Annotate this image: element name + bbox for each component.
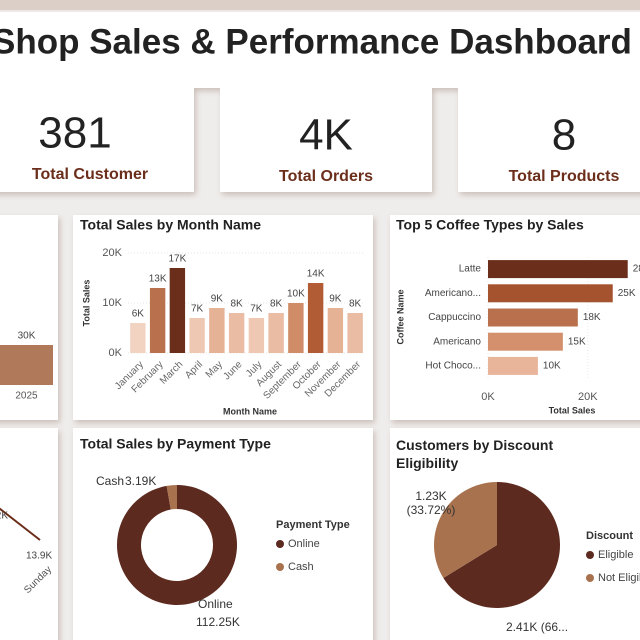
- kpi-card: [0, 88, 194, 192]
- kpi-value: 4K: [299, 111, 353, 160]
- value-label: 8K: [349, 299, 362, 310]
- chart-title: Total Sales by Month Name: [80, 217, 261, 233]
- value-label: 8K: [231, 299, 244, 310]
- y-tick-label: Cappuccino: [428, 312, 481, 323]
- value-label: 15.2K: [0, 511, 8, 522]
- value-label: 30K: [18, 331, 36, 342]
- slice-value: 1.23K (33.72%): [406, 489, 456, 517]
- value-label: 28K: [633, 264, 640, 275]
- value-label: 13K: [149, 274, 167, 285]
- y-tick-label: Hot Choco...: [425, 361, 481, 372]
- chart-title: Total Sales by Payment Type: [80, 436, 271, 452]
- legend-title: Discount: [586, 530, 633, 542]
- bar: [209, 308, 225, 353]
- slice: [116, 485, 237, 605]
- value-label: 10K: [543, 361, 561, 372]
- bar: [347, 313, 363, 353]
- y-tick-label: 20K: [102, 247, 122, 259]
- value-label: 17K: [168, 254, 186, 265]
- legend-label: Online: [288, 538, 320, 550]
- bar: [488, 260, 628, 279]
- y-tick-label: 0K: [109, 347, 123, 359]
- bar: [248, 318, 265, 353]
- value-label: 14K: [307, 269, 325, 280]
- legend-label: Eligible: [598, 549, 633, 561]
- value-label: 10K: [287, 289, 305, 300]
- bar: [169, 268, 186, 353]
- slice-value: 3.19K: [125, 474, 156, 488]
- title-card: [0, 12, 640, 88]
- y-tick-label: Americano: [433, 336, 481, 347]
- bar: [288, 303, 304, 353]
- slice-value: 2.41K (66...: [506, 620, 569, 634]
- chart-title: Customers by Discount Eligibility: [396, 437, 554, 471]
- kpi-card: [220, 88, 432, 192]
- value-label: 18K: [583, 312, 601, 323]
- x-tick-label: 0K: [481, 391, 495, 403]
- value-label: 13.9K: [26, 551, 52, 562]
- bar: [307, 283, 324, 353]
- x-axis-label: Total Sales: [549, 405, 596, 415]
- x-tick-label: 2025: [15, 391, 38, 402]
- legend-marker: [586, 574, 594, 582]
- bar: [488, 356, 538, 375]
- value-label: 9K: [329, 294, 342, 305]
- bar: [228, 313, 245, 353]
- slice: [434, 482, 497, 579]
- legend-title: Payment Type: [276, 519, 350, 531]
- chart-title: Top 5 Coffee Types by Sales: [396, 217, 584, 233]
- bar: [0, 345, 53, 385]
- kpi-value: 381: [38, 109, 111, 158]
- bar: [488, 308, 578, 327]
- legend-label: Not Eligible: [598, 572, 640, 584]
- value-label: 6K: [132, 309, 145, 320]
- value-label: 25K: [618, 288, 636, 299]
- value-label: 15K: [568, 336, 586, 347]
- y-axis-label: Total Sales: [81, 280, 91, 327]
- value-label: 7K: [191, 304, 204, 315]
- y-axis-label: Coffee Name: [395, 289, 405, 344]
- chart-card: [0, 428, 58, 640]
- y-tick-label: 10K: [102, 297, 122, 309]
- slice-label: Cash: [96, 474, 124, 488]
- kpi-label: Total Customer: [32, 166, 148, 183]
- kpi-value: 8: [552, 111, 576, 160]
- kpi-card: [458, 88, 640, 192]
- y-tick-label: Latte: [459, 264, 482, 275]
- legend-label: Cash: [288, 561, 314, 573]
- bar: [149, 288, 166, 353]
- line: [0, 507, 41, 541]
- legend-marker: [276, 540, 284, 548]
- bar: [189, 318, 205, 353]
- bar: [488, 332, 563, 351]
- slice: [166, 485, 177, 510]
- dashboard-title: Shop Sales & Performance Dashboard: [0, 22, 632, 61]
- x-axis-label: Month Name: [223, 406, 277, 416]
- value-label: 8K: [270, 299, 283, 310]
- slice: [443, 482, 560, 608]
- value-label: 9K: [211, 294, 224, 305]
- top-strip: [0, 0, 640, 10]
- kpi-label: Total Products: [509, 168, 620, 185]
- kpi-label: Total Orders: [279, 168, 373, 185]
- slice-label: Online: [198, 597, 233, 611]
- legend-marker: [276, 563, 284, 571]
- y-tick-label: Americano...: [425, 288, 481, 299]
- x-tick-label: 20K: [578, 391, 598, 403]
- value-label: 7K: [250, 304, 263, 315]
- chart-card: [0, 215, 58, 420]
- bar: [130, 323, 146, 353]
- bar: [327, 308, 344, 353]
- legend-marker: [586, 551, 594, 559]
- slice-value: 112.25K: [196, 615, 240, 629]
- bar: [488, 284, 613, 303]
- bar: [268, 313, 284, 353]
